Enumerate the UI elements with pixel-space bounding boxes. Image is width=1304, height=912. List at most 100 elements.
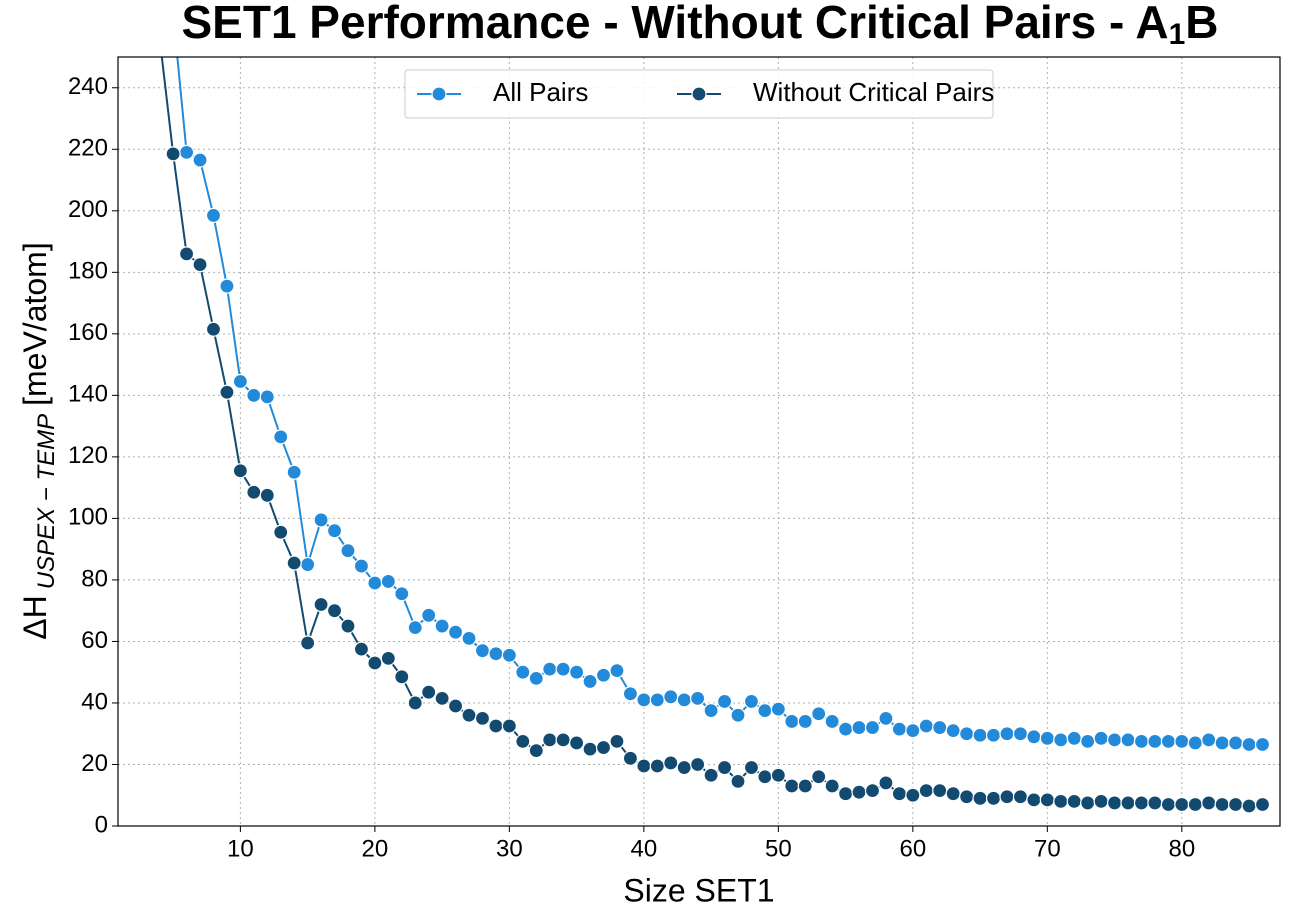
data-point <box>622 686 639 702</box>
data-point <box>528 743 544 759</box>
grid <box>118 57 1280 827</box>
data-point <box>784 713 800 730</box>
y-tick-label: 220 <box>68 135 108 162</box>
x-tick-label: 20 <box>362 835 389 862</box>
data-point <box>1147 733 1163 750</box>
y-tick-label: 240 <box>68 73 108 100</box>
data-point <box>945 786 961 802</box>
legend-marker <box>691 86 707 102</box>
data-point <box>1053 732 1069 748</box>
title-subscript: 1 <box>1169 18 1186 51</box>
y-tick-label: 120 <box>68 442 108 469</box>
data-point <box>232 373 248 390</box>
data-point <box>165 146 181 162</box>
data-point <box>421 607 437 623</box>
title-end: B <box>1185 0 1218 48</box>
y-axis-label: ΔH USPEX − TEMP [meV/atom] <box>17 242 60 639</box>
data-point <box>273 429 289 445</box>
data-point <box>1241 798 1257 814</box>
data-point <box>757 769 773 785</box>
data-point <box>219 278 235 294</box>
data-point <box>609 733 625 750</box>
data-point <box>1214 735 1230 751</box>
data-point <box>1066 793 1082 809</box>
y-tick-label: 0 <box>95 811 108 838</box>
y-label-subscript: USPEX − TEMP <box>33 414 60 589</box>
data-point <box>1228 796 1244 813</box>
data-point <box>447 698 464 714</box>
data-point <box>730 773 746 789</box>
x-tick-label: 80 <box>1168 835 1195 862</box>
data-point <box>1214 796 1230 813</box>
data-point <box>690 756 706 773</box>
data-point <box>918 783 934 799</box>
data-point <box>1053 793 1069 809</box>
data-point <box>811 769 827 785</box>
data-point <box>380 650 396 666</box>
data-point <box>300 635 316 651</box>
data-point <box>394 669 410 685</box>
data-point <box>649 692 665 708</box>
data-point <box>246 387 262 403</box>
data-point <box>569 735 585 751</box>
data-point <box>447 624 464 640</box>
data-point <box>663 755 679 771</box>
data-point <box>999 789 1015 805</box>
data-point <box>555 661 571 677</box>
data-point <box>878 775 894 791</box>
data-point <box>340 618 356 634</box>
data-point <box>1201 795 1217 811</box>
data-point <box>837 721 854 737</box>
y-tick-label: 200 <box>68 196 108 223</box>
y-tick-label: 40 <box>81 688 108 715</box>
data-point <box>932 719 948 736</box>
legend-marker <box>431 86 447 102</box>
data-point <box>985 790 1002 806</box>
x-tick-label: 60 <box>899 835 926 862</box>
data-point <box>622 750 639 766</box>
x-tick-label: 10 <box>227 835 254 862</box>
data-point <box>192 152 208 168</box>
data-point <box>1026 792 1042 808</box>
data-point <box>878 710 894 726</box>
data-point <box>703 767 719 783</box>
data-point <box>1106 732 1123 748</box>
chart-title: SET1 Performance - Without Critical Pair… <box>181 0 1218 51</box>
data-point <box>730 707 746 723</box>
data-point <box>770 767 786 783</box>
data-point <box>528 670 544 686</box>
data-point <box>703 703 719 719</box>
data-point <box>313 512 329 528</box>
data-point <box>407 695 423 711</box>
series-line <box>160 57 1263 808</box>
data-point <box>864 783 881 799</box>
data-point <box>569 664 585 680</box>
data-point <box>542 661 558 677</box>
data-point <box>192 257 208 273</box>
data-point <box>219 384 235 400</box>
data-point <box>1201 732 1217 748</box>
data-point <box>1187 796 1203 813</box>
data-point <box>407 619 423 636</box>
data-point <box>582 741 598 757</box>
data-point <box>461 630 477 646</box>
legend-label: All Pairs <box>493 77 588 107</box>
data-point <box>811 706 827 722</box>
data-point <box>1039 730 1055 746</box>
data-point <box>461 707 477 723</box>
data-point <box>649 758 665 774</box>
data-point <box>205 207 222 224</box>
data-point <box>246 484 262 500</box>
legend-label: Without Critical Pairs <box>753 77 994 107</box>
data-point <box>205 321 222 337</box>
data-point <box>1026 729 1042 745</box>
data-point <box>1093 730 1109 746</box>
data-point <box>824 778 840 794</box>
data-point <box>891 786 907 802</box>
data-point <box>286 464 302 480</box>
data-point <box>1174 796 1190 813</box>
data-point <box>864 719 881 736</box>
data-point <box>595 667 612 683</box>
data-point <box>380 573 396 590</box>
data-point <box>232 463 248 479</box>
